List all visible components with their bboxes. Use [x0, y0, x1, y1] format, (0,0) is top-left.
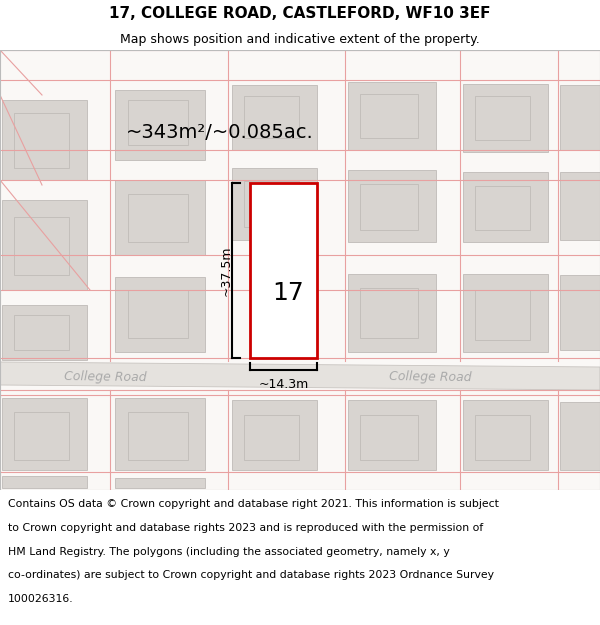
Text: 100026316.: 100026316.	[8, 594, 73, 604]
Bar	[2, 398, 87, 470]
Bar	[360, 94, 418, 138]
Bar	[128, 194, 188, 242]
Bar	[560, 402, 600, 470]
Bar	[232, 400, 317, 470]
Text: ~37.5m: ~37.5m	[220, 245, 233, 296]
Bar	[360, 184, 418, 230]
Text: ~343m²/~0.085ac.: ~343m²/~0.085ac.	[126, 124, 314, 142]
Bar	[14, 412, 69, 460]
Bar	[244, 181, 299, 227]
Bar	[14, 113, 69, 168]
Bar	[463, 400, 548, 470]
Text: HM Land Registry. The polygons (including the associated geometry, namely x, y: HM Land Registry. The polygons (includin…	[8, 547, 449, 557]
Polygon shape	[0, 362, 600, 390]
Bar	[360, 415, 418, 460]
Bar	[115, 277, 205, 352]
Text: 17: 17	[272, 281, 304, 305]
Bar	[2, 305, 87, 360]
Bar	[560, 85, 600, 150]
Bar	[475, 415, 530, 460]
Bar	[115, 478, 205, 488]
Text: to Crown copyright and database rights 2023 and is reproduced with the permissio: to Crown copyright and database rights 2…	[8, 523, 483, 533]
Text: Contains OS data © Crown copyright and database right 2021. This information is : Contains OS data © Crown copyright and d…	[8, 499, 499, 509]
Bar	[360, 288, 418, 338]
Bar	[463, 172, 548, 242]
Bar	[348, 170, 436, 242]
Text: 17, COLLEGE ROAD, CASTLEFORD, WF10 3EF: 17, COLLEGE ROAD, CASTLEFORD, WF10 3EF	[109, 6, 491, 21]
Bar	[348, 82, 436, 150]
Bar	[475, 290, 530, 340]
Bar	[232, 168, 317, 240]
Text: ~14.3m: ~14.3m	[259, 378, 308, 391]
Bar	[128, 100, 188, 145]
Bar	[348, 274, 436, 352]
Bar	[232, 85, 317, 150]
Bar	[14, 315, 69, 350]
Bar	[250, 183, 317, 358]
Bar	[244, 415, 299, 460]
Text: College Road: College Road	[389, 370, 472, 384]
Bar	[14, 217, 69, 275]
Bar	[115, 90, 205, 160]
Bar	[348, 400, 436, 470]
Bar	[128, 290, 188, 338]
Bar	[2, 200, 87, 290]
Text: co-ordinates) are subject to Crown copyright and database rights 2023 Ordnance S: co-ordinates) are subject to Crown copyr…	[8, 571, 494, 581]
Bar	[2, 476, 87, 488]
Text: Map shows position and indicative extent of the property.: Map shows position and indicative extent…	[120, 32, 480, 46]
Bar	[2, 100, 87, 180]
Bar	[475, 186, 530, 230]
Bar	[115, 398, 205, 470]
Bar	[475, 96, 530, 140]
Bar	[463, 274, 548, 352]
Bar	[463, 84, 548, 152]
Bar	[560, 275, 600, 350]
Bar	[560, 172, 600, 240]
Text: College Road: College Road	[64, 370, 146, 384]
Bar	[115, 180, 205, 255]
Bar	[244, 96, 299, 138]
Bar	[128, 412, 188, 460]
